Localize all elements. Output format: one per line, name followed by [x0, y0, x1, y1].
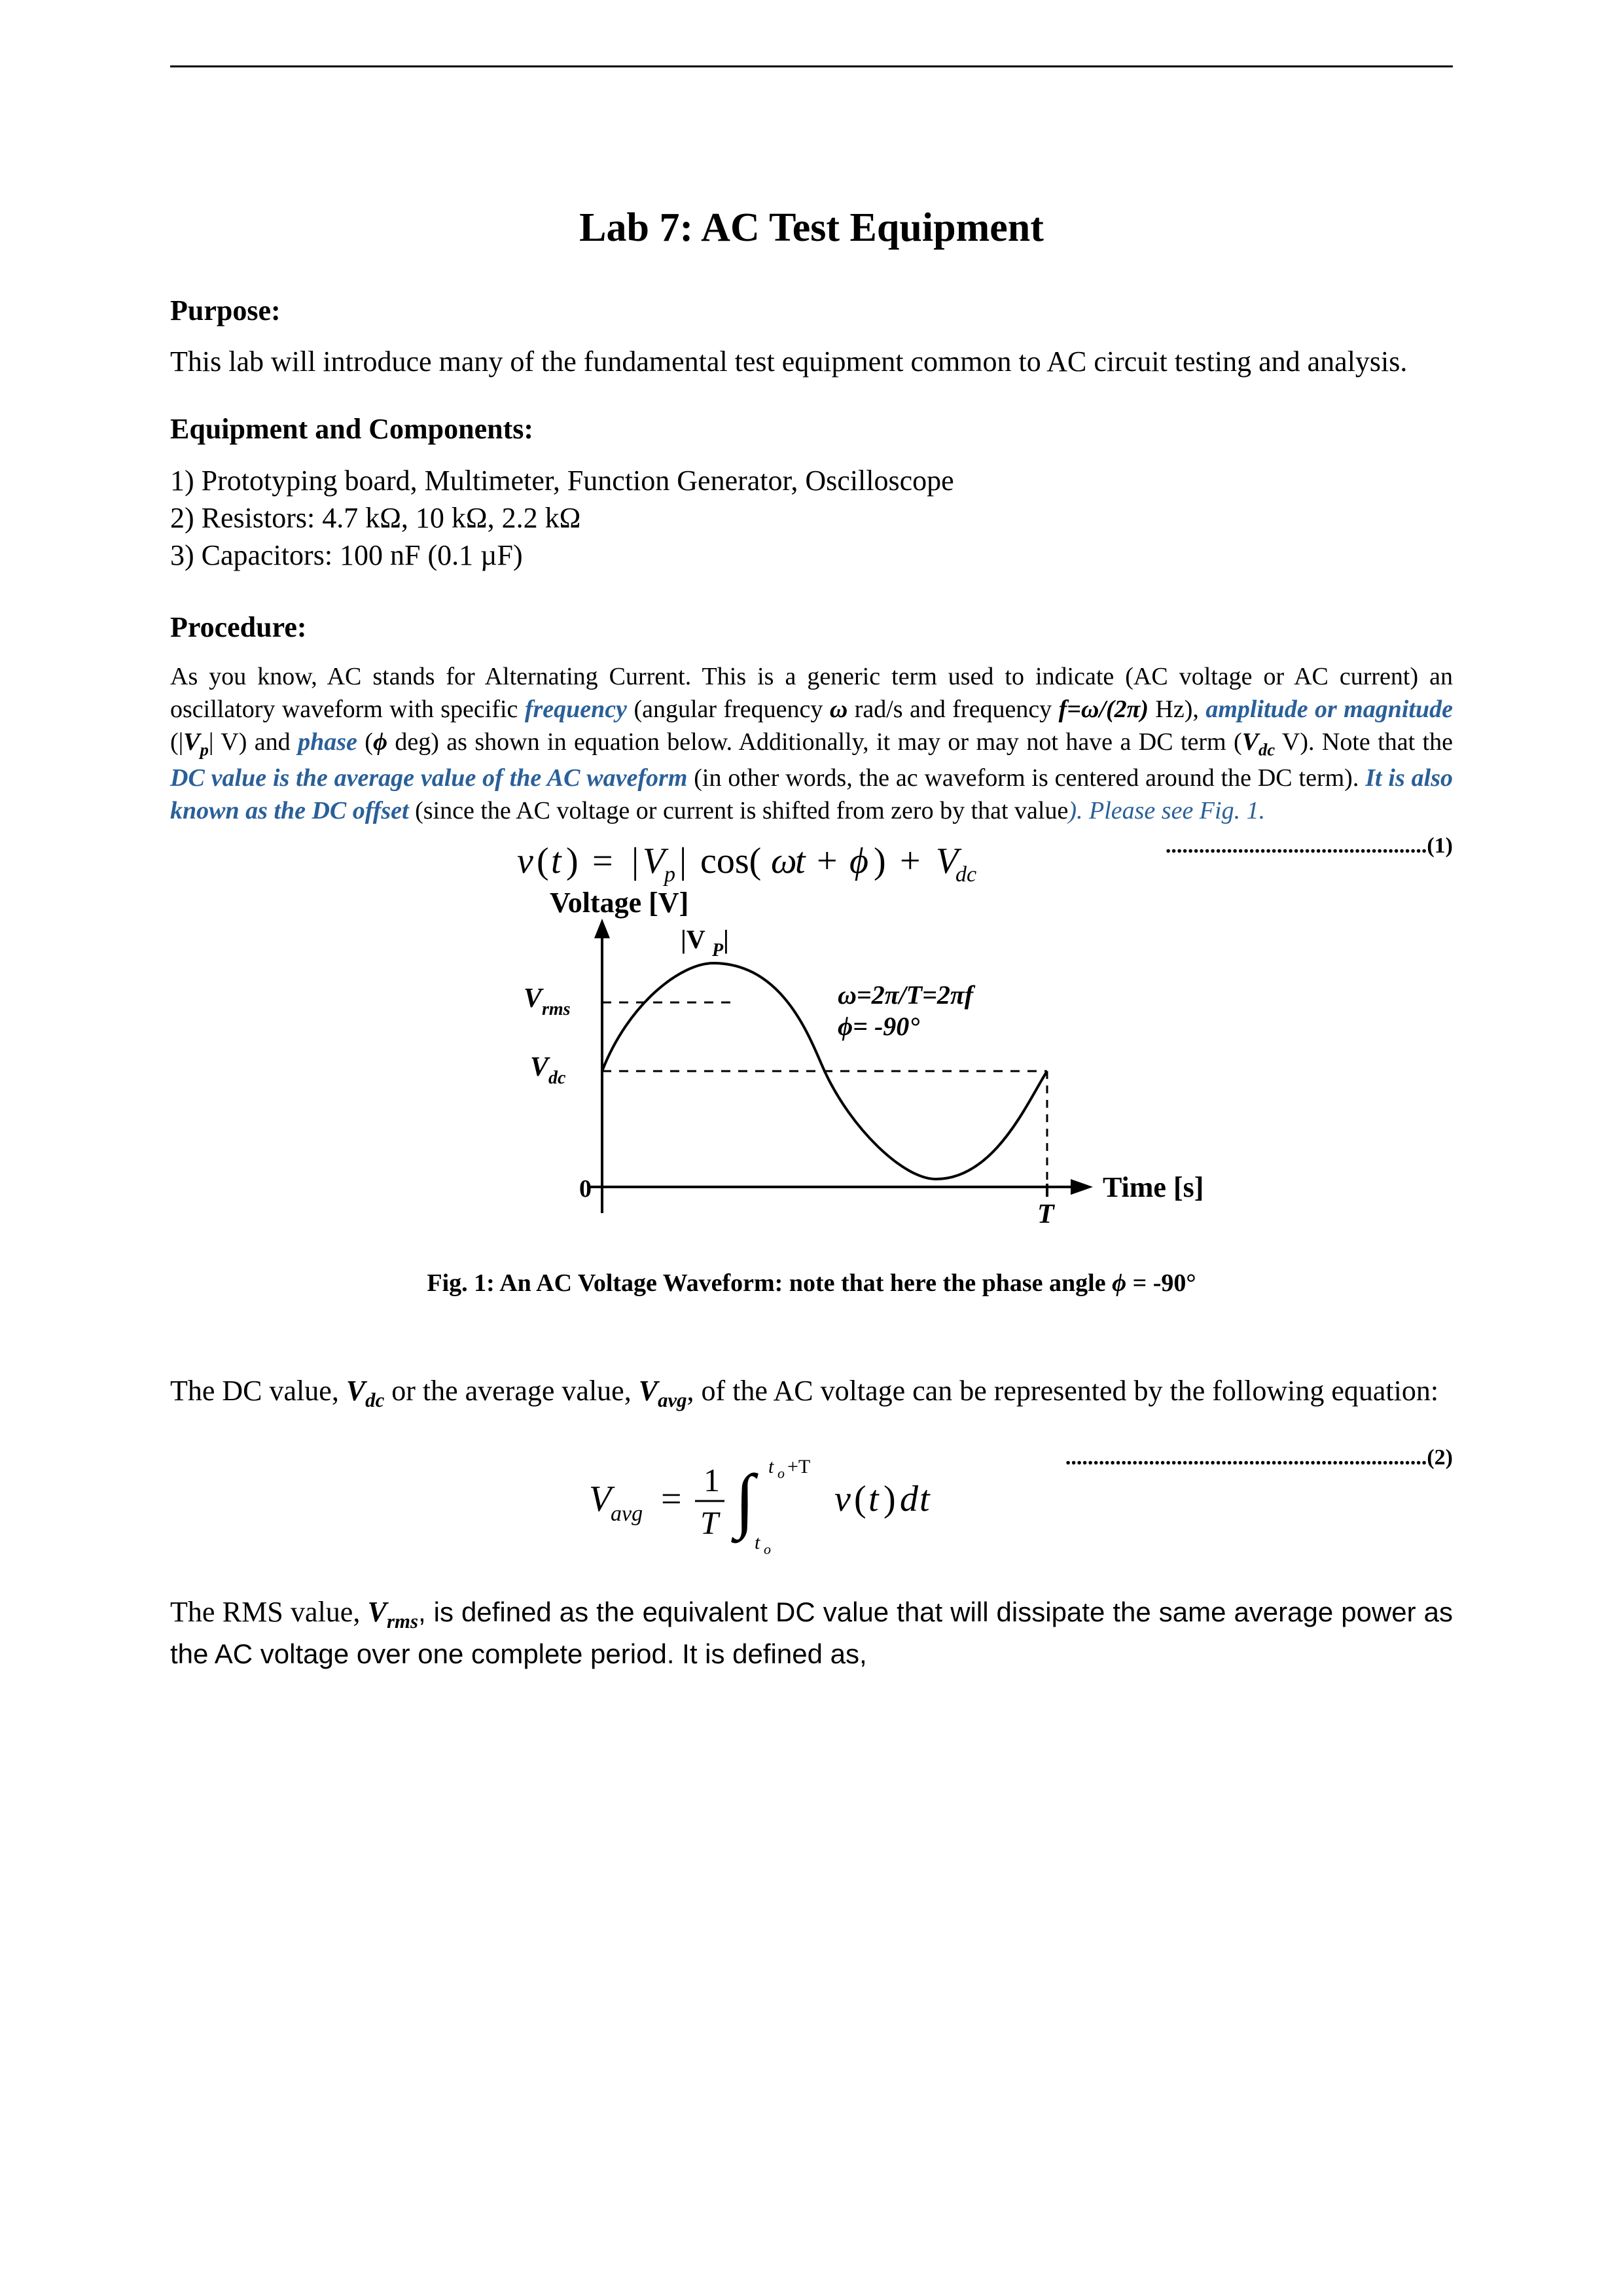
equipment-list: 1) Prototyping board, Multimeter, Functi…	[170, 462, 1453, 574]
dc-avg: DC value is the average value of the AC …	[170, 764, 687, 792]
text: (since the AC voltage or current is shif…	[409, 797, 1069, 824]
svg-text:t: t	[755, 1532, 760, 1553]
svg-text:|V: |V	[681, 925, 705, 954]
figure-1-caption: Fig. 1: An AC Voltage Waveform: note tha…	[427, 1269, 1196, 1298]
svg-text:dc: dc	[548, 1068, 566, 1088]
svg-text:rms: rms	[542, 999, 571, 1019]
text: , of the AC voltage can be represented b…	[687, 1375, 1439, 1407]
vdc: Vdc	[346, 1375, 384, 1407]
svg-text:v: v	[517, 841, 533, 881]
freq-word: frequency	[525, 696, 627, 723]
svg-text:|: |	[723, 925, 729, 954]
vp: Vp	[183, 728, 209, 756]
svg-text:V: V	[524, 983, 544, 1014]
f-eq: f=ω/(2π)	[1059, 696, 1149, 723]
svg-text:(: (	[537, 841, 549, 881]
amplitude-word: amplitude or magnitude	[1205, 696, 1453, 723]
text: (angular frequency	[627, 696, 830, 723]
dc-value-para: The DC value, Vdc or the average value, …	[170, 1373, 1453, 1413]
svg-text:avg: avg	[611, 1502, 643, 1526]
text: or the average value,	[384, 1375, 638, 1407]
text: deg) as shown in equation below. Additio…	[387, 728, 1242, 756]
text: ). Please see Fig. 1.	[1068, 797, 1265, 824]
svg-text:t: t	[795, 841, 806, 881]
equation-1-formula: v ( t ) = | V p | cos( ω t + ϕ ) + V dc	[517, 834, 1106, 892]
svg-text:+: +	[817, 841, 838, 881]
svg-text:o: o	[777, 1465, 785, 1481]
svg-text:t: t	[919, 1479, 931, 1519]
svg-text:p: p	[663, 862, 675, 887]
rms-para: The RMS value, Vrms, is defined as the e…	[170, 1593, 1453, 1672]
svg-text:+: +	[900, 841, 921, 881]
top-rule	[170, 65, 1453, 67]
vdc: Vdc	[1242, 728, 1275, 756]
phi: ϕ	[373, 728, 387, 756]
text: The RMS value,	[170, 1596, 368, 1628]
svg-text:): )	[566, 841, 579, 881]
svg-text:v: v	[834, 1479, 851, 1519]
svg-text:V: V	[530, 1052, 550, 1082]
equation-2-number: ........................................…	[1065, 1445, 1453, 1470]
svg-text:|: |	[679, 841, 687, 881]
svg-text:d: d	[900, 1479, 919, 1519]
procedure-intro: As you know, AC stands for Alternating C…	[170, 660, 1453, 827]
phase-word: phase	[298, 728, 357, 756]
svg-text:P: P	[711, 940, 724, 961]
svg-text:T: T	[700, 1504, 721, 1541]
vavg: Vavg	[639, 1375, 687, 1407]
svg-text:o: o	[764, 1541, 771, 1557]
svg-text:1: 1	[704, 1462, 720, 1498]
svg-text:|: |	[632, 841, 639, 881]
svg-text:(: (	[854, 1479, 866, 1519]
text: V). Note that the	[1275, 728, 1453, 756]
equation-1-row: v ( t ) = | V p | cos( ω t + ϕ ) + V dc …	[170, 834, 1453, 892]
svg-text:+T: +T	[787, 1456, 810, 1477]
svg-text:=: =	[661, 1479, 682, 1519]
svg-text:t: t	[551, 841, 562, 881]
svg-text:ω: ω	[771, 841, 797, 881]
purpose-heading: Purpose:	[170, 294, 1453, 327]
text: Hz),	[1149, 696, 1205, 723]
svg-text:=: =	[592, 841, 613, 881]
svg-text:dc: dc	[955, 862, 976, 887]
equation-2-formula: V avg = 1 T ∫ t o +T t o v ( t ) d t	[582, 1445, 1041, 1557]
svg-text:Time [s]: Time [s]	[1103, 1171, 1204, 1203]
equation-1-number: ........................................…	[1166, 834, 1453, 858]
svg-text:∫: ∫	[731, 1460, 758, 1544]
vrms: Vrms	[368, 1596, 418, 1628]
omega: ω	[830, 696, 847, 723]
text: (|	[170, 728, 183, 756]
list-item: 3) Capacitors: 100 nF (0.1 µF)	[170, 537, 1453, 574]
svg-text:cos(: cos(	[700, 841, 761, 881]
text: (	[357, 728, 373, 756]
svg-text:ϕ= -90°: ϕ= -90°	[838, 1012, 919, 1041]
figure-1: Voltage [V] V rms V dc 0 |V P | ω=2π/T=2…	[170, 886, 1453, 1347]
text: | V) and	[209, 728, 298, 756]
svg-text:): )	[883, 1479, 896, 1519]
page-title: Lab 7: AC Test Equipment	[170, 205, 1453, 251]
equipment-heading: Equipment and Components:	[170, 412, 1453, 446]
svg-text:): )	[874, 841, 886, 881]
svg-text:ω=2π/T=2πf: ω=2π/T=2πf	[838, 980, 976, 1010]
text: The DC value,	[170, 1375, 346, 1407]
text: (in other words, the ac waveform is cent…	[687, 764, 1365, 792]
waveform-diagram: Voltage [V] V rms V dc 0 |V P | ω=2π/T=2…	[419, 886, 1204, 1252]
svg-text:t: t	[868, 1479, 880, 1519]
list-item: 1) Prototyping board, Multimeter, Functi…	[170, 462, 1453, 499]
text: rad/s and frequency	[847, 696, 1058, 723]
procedure-heading: Procedure:	[170, 610, 1453, 644]
svg-text:T: T	[1037, 1199, 1056, 1229]
purpose-text: This lab will introduce many of the fund…	[170, 344, 1453, 380]
svg-text:t: t	[768, 1456, 774, 1477]
equation-2-row: V avg = 1 T ∫ t o +T t o v ( t ) d t ...…	[170, 1445, 1453, 1557]
svg-text:ϕ: ϕ	[849, 841, 868, 881]
list-item: 2) Resistors: 4.7 kΩ, 10 kΩ, 2.2 kΩ	[170, 499, 1453, 537]
svg-text:0: 0	[579, 1175, 592, 1203]
